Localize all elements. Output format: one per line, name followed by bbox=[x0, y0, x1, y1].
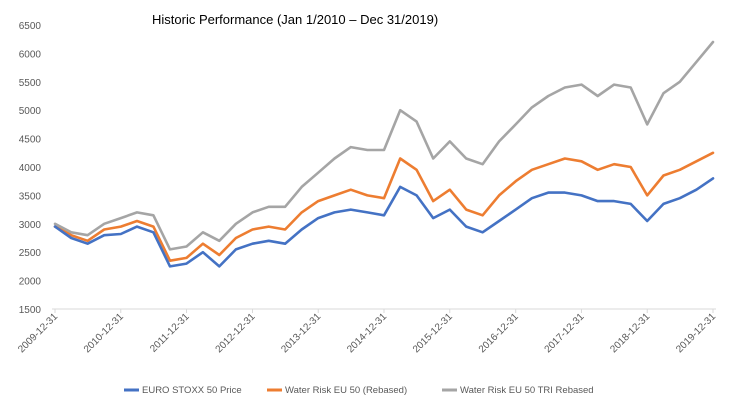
y-tick-label: 6000 bbox=[19, 49, 42, 60]
series-lines bbox=[53, 40, 715, 268]
x-tick-label: 2013-12-31 bbox=[279, 311, 323, 355]
y-tick-label: 1500 bbox=[19, 305, 42, 316]
y-tick-label: 3500 bbox=[19, 191, 42, 202]
y-tick-label: 6500 bbox=[19, 21, 42, 32]
y-tick-label: 4000 bbox=[19, 163, 42, 174]
x-axis-ticks: 2009-12-31 2010-12-31 2011-12-31 2012-12-31… bbox=[16, 309, 718, 355]
x-tick-label: 2012-12-31 bbox=[214, 311, 258, 355]
y-tick-label: 3000 bbox=[19, 220, 42, 231]
x-tick-label: 2009-12-31 bbox=[16, 311, 60, 355]
y-tick-label: 5000 bbox=[19, 106, 42, 117]
x-tick-label: 2018-12-31 bbox=[608, 311, 652, 355]
legend-label: EURO STOXX 50 Price bbox=[142, 385, 242, 396]
x-tick-label: 2017-12-31 bbox=[543, 311, 587, 355]
y-tick-label: 4500 bbox=[19, 135, 42, 146]
y-axis-ticks: 1500 2000 2500 3000 3500 4000 4500 5000 5500 6000… bbox=[19, 21, 42, 316]
x-tick-label: 2015-12-31 bbox=[411, 311, 455, 355]
legend-item: Water Risk EU 50 TRI Rebased bbox=[442, 385, 594, 396]
legend-item: Water Risk EU 50 (Rebased) bbox=[267, 385, 407, 396]
y-tick-label: 5500 bbox=[19, 78, 42, 89]
y-tick-label: 2000 bbox=[19, 277, 42, 288]
legend-label: Water Risk EU 50 TRI Rebased bbox=[460, 385, 594, 396]
x-tick-label: 2016-12-31 bbox=[477, 311, 521, 355]
x-tick-label: 2011-12-31 bbox=[148, 311, 192, 355]
legend: EURO STOXX 50 Price Water Risk EU 50 (Reb… bbox=[124, 385, 594, 396]
x-tick-label: 2019-12-31 bbox=[674, 311, 718, 355]
series-line-2 bbox=[53, 151, 715, 263]
chart-title: Historic Performance (Jan 1/2010 – Dec 3… bbox=[152, 12, 438, 27]
legend-item: EURO STOXX 50 Price bbox=[124, 385, 242, 396]
x-tick-label: 2014-12-31 bbox=[345, 311, 389, 355]
legend-label: Water Risk EU 50 (Rebased) bbox=[285, 385, 407, 396]
x-tick-label: 2010-12-31 bbox=[82, 311, 126, 355]
series-line-1 bbox=[53, 177, 715, 268]
series-line-3 bbox=[53, 40, 715, 251]
y-tick-label: 2500 bbox=[19, 248, 42, 259]
